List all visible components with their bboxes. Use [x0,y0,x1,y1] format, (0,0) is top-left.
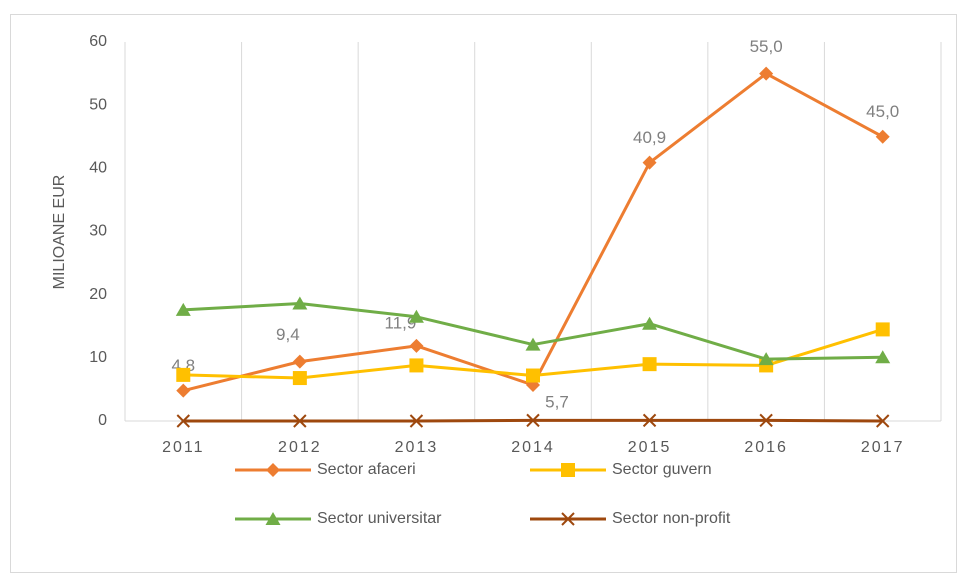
x-tick-label: 2016 [744,439,788,456]
x-tick-label: 2012 [278,439,322,456]
marker [875,322,890,337]
marker [409,414,424,428]
marker [176,383,191,398]
marker [875,129,890,144]
marker [292,354,307,369]
marker [642,413,657,428]
marker [561,463,575,477]
data-label: 45,0 [866,102,899,121]
y-tick-label: 10 [89,349,107,366]
legend-item: Sector universitar [235,510,442,527]
y-tick-label: 40 [89,160,107,177]
x-tick-label: 2017 [861,439,905,456]
marker [176,367,191,382]
data-label: 40,9 [633,128,666,147]
data-label: 9,4 [276,325,300,344]
marker [561,512,575,526]
data-label: 5,7 [545,392,569,411]
y-tick-label: 30 [89,223,107,240]
y-tick-label: 60 [89,33,107,50]
marker [875,350,891,364]
marker [642,316,658,330]
marker [642,357,657,372]
legend-label: Sector universitar [317,510,442,527]
x-tick-label: 2013 [395,439,439,456]
marker [409,338,424,353]
marker [175,302,191,316]
marker [265,512,281,525]
legend-label: Sector non-profit [612,510,731,527]
legend-item: Sector afaceri [235,461,416,478]
legend-item: Sector non-profit [530,510,731,527]
marker [292,296,308,310]
legend-item: Sector guvern [530,461,712,478]
marker [876,414,890,428]
marker [266,463,280,477]
legend-label: Sector afaceri [317,461,416,478]
marker [408,309,424,323]
marker [525,337,541,351]
marker [758,352,774,366]
data-label: 55,0 [750,37,783,56]
marker [292,371,307,386]
x-tick-label: 2011 [162,439,204,456]
y-axis-label: MILIOANE EUR [51,175,68,290]
data-label: 11,9 [385,313,417,332]
marker [759,413,773,428]
x-tick-label: 2014 [511,439,555,456]
x-tick-label: 2015 [628,439,672,456]
marker [293,414,307,428]
marker [526,368,540,383]
marker [759,66,774,81]
chart-frame [10,14,957,573]
y-tick-label: 20 [89,286,107,303]
y-tick-label: 0 [98,412,107,429]
marker [409,358,424,373]
y-tick-label: 50 [89,96,107,113]
marker [526,413,540,428]
marker [642,155,657,170]
marker [176,414,190,428]
legend-label: Sector guvern [612,461,712,478]
